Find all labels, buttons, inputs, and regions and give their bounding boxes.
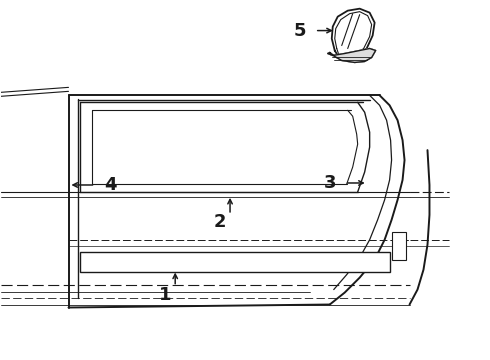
- Text: 5: 5: [294, 22, 306, 40]
- Text: 1: 1: [159, 285, 171, 303]
- Polygon shape: [328, 49, 376, 62]
- Bar: [392, 232, 406, 260]
- Text: 3: 3: [323, 174, 336, 192]
- Bar: [80, 252, 390, 272]
- Text: 2: 2: [214, 213, 226, 231]
- Text: 4: 4: [104, 176, 117, 194]
